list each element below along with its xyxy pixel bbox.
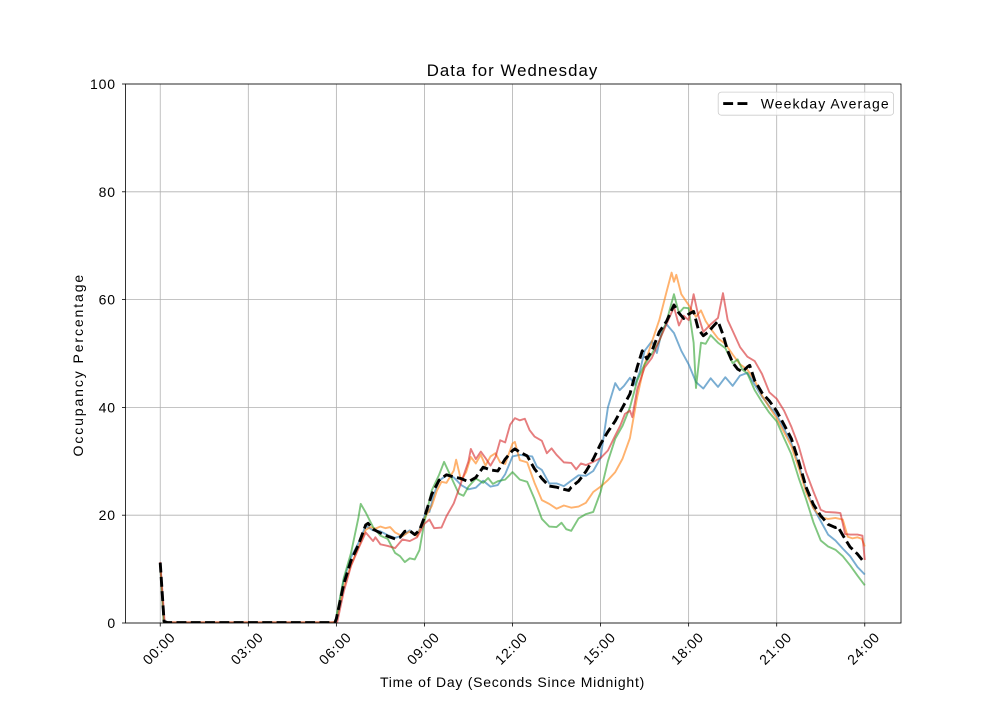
svg-text:80: 80	[99, 184, 116, 200]
svg-text:Occupancy Percentage: Occupancy Percentage	[70, 273, 86, 457]
svg-text:Weekday Average: Weekday Average	[761, 96, 890, 112]
svg-text:Time of Day (Seconds Since Mid: Time of Day (Seconds Since Midnight)	[380, 674, 645, 690]
svg-text:60: 60	[99, 292, 116, 308]
svg-text:100: 100	[90, 76, 116, 92]
svg-text:0: 0	[107, 615, 116, 631]
svg-text:40: 40	[99, 399, 116, 415]
svg-text:Data for Wednesday: Data for Wednesday	[427, 61, 599, 80]
svg-text:20: 20	[99, 507, 116, 523]
